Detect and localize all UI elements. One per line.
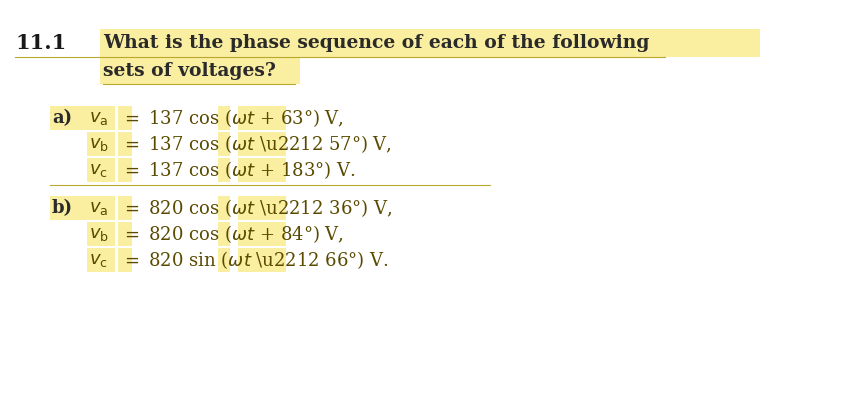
- Text: b): b): [52, 199, 73, 217]
- Text: $v_\mathregular{b}$: $v_\mathregular{b}$: [89, 225, 109, 243]
- Bar: [87, 106, 115, 130]
- Bar: [118, 132, 132, 156]
- Text: a): a): [52, 109, 72, 127]
- Text: $v_\mathregular{b}$: $v_\mathregular{b}$: [89, 135, 109, 153]
- Text: $v_\mathregular{a}$: $v_\mathregular{a}$: [89, 199, 108, 217]
- Bar: [238, 106, 285, 130]
- Bar: [118, 106, 132, 130]
- Bar: [87, 196, 115, 220]
- Text: $=$ 820 sin ($\omega t$ \u2212 66°) V.: $=$ 820 sin ($\omega t$ \u2212 66°) V.: [115, 249, 388, 271]
- Bar: [118, 248, 132, 272]
- Text: sets of voltages?: sets of voltages?: [103, 62, 275, 80]
- Bar: [218, 248, 230, 272]
- Bar: [238, 222, 285, 246]
- Text: $v_\mathregular{a}$: $v_\mathregular{a}$: [89, 109, 108, 127]
- Bar: [118, 222, 132, 246]
- Bar: [218, 196, 230, 220]
- Text: $v_\mathregular{c}$: $v_\mathregular{c}$: [89, 161, 107, 179]
- Bar: [218, 132, 230, 156]
- Bar: [87, 132, 115, 156]
- Bar: [218, 158, 230, 182]
- Bar: [218, 106, 230, 130]
- Text: $v_\mathregular{c}$: $v_\mathregular{c}$: [89, 251, 107, 269]
- Text: What is the phase sequence of each of the following: What is the phase sequence of each of th…: [103, 34, 648, 52]
- Text: $=$ 820 cos ($\omega t$ \u2212 36°) V,: $=$ 820 cos ($\omega t$ \u2212 36°) V,: [115, 197, 392, 219]
- Bar: [50, 196, 92, 220]
- Bar: [238, 248, 285, 272]
- Bar: [218, 222, 230, 246]
- Text: $=$ 137 cos ($\omega t$ \u2212 57°) V,: $=$ 137 cos ($\omega t$ \u2212 57°) V,: [115, 133, 391, 155]
- Bar: [100, 29, 759, 57]
- Bar: [87, 222, 115, 246]
- Bar: [238, 196, 285, 220]
- Text: $=$ 137 cos ($\omega t$ + 183°) V.: $=$ 137 cos ($\omega t$ + 183°) V.: [115, 159, 355, 181]
- Text: $=$ 820 cos ($\omega t$ + 84°) V,: $=$ 820 cos ($\omega t$ + 84°) V,: [115, 223, 343, 245]
- Bar: [238, 158, 285, 182]
- Bar: [87, 158, 115, 182]
- Bar: [238, 132, 285, 156]
- Text: $=$ 137 cos ($\omega t$ + 63°) V,: $=$ 137 cos ($\omega t$ + 63°) V,: [115, 107, 343, 129]
- Bar: [87, 248, 115, 272]
- Bar: [118, 196, 132, 220]
- Bar: [118, 158, 132, 182]
- Bar: [50, 106, 92, 130]
- Text: 11.1: 11.1: [15, 33, 66, 53]
- Bar: [100, 58, 300, 84]
